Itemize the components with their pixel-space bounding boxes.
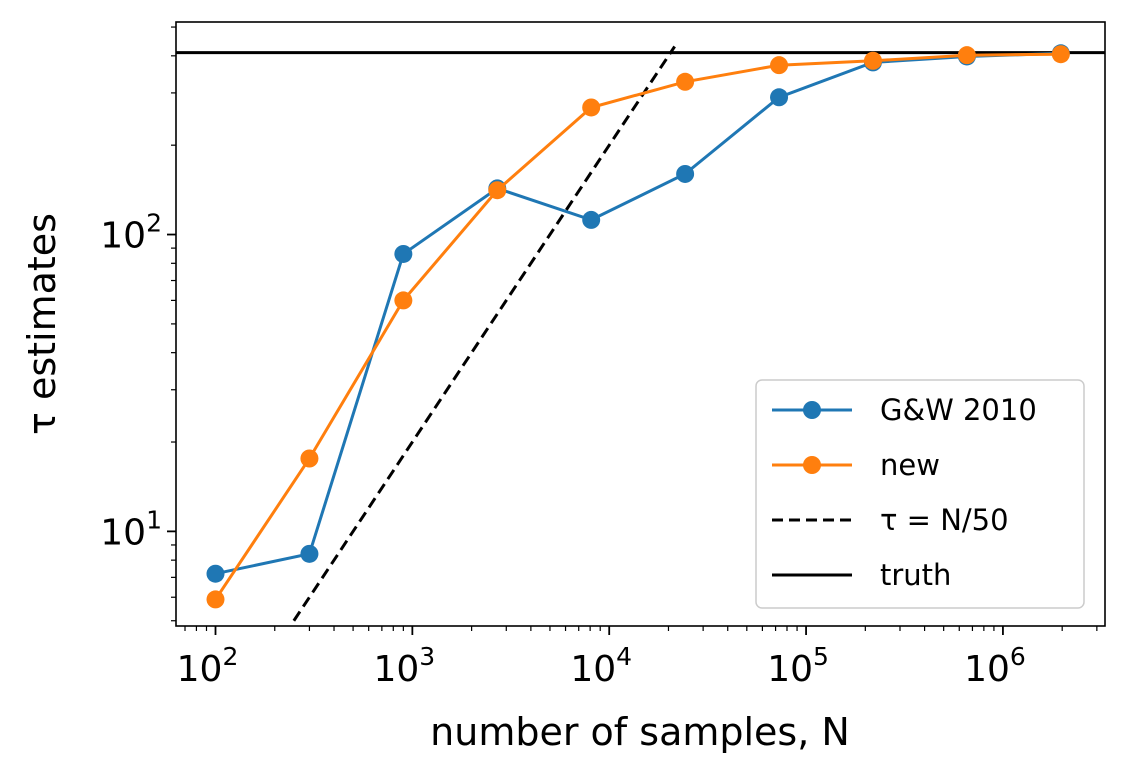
series-0-point	[770, 88, 789, 107]
series-1-point	[582, 98, 601, 117]
series-line-1	[214, 52, 1061, 601]
series-0-point	[676, 164, 695, 183]
series-0-point	[206, 564, 225, 583]
x-tick-label: 102	[177, 642, 239, 690]
legend-label: τ = N/50	[880, 503, 1009, 537]
x-axis-label: number of samples, N	[430, 710, 850, 754]
series-1-point	[206, 590, 225, 609]
plot-content	[176, 44, 1105, 622]
series-0-point	[582, 210, 601, 229]
series-1-point	[863, 51, 882, 70]
series-1-point	[770, 56, 789, 75]
legend-label: G&W 2010	[880, 393, 1037, 427]
axis-ticks: 102 103 104 105 106 101 102	[100, 26, 1098, 690]
y-tick-label: 102	[100, 209, 162, 257]
legend-box	[755, 379, 1085, 609]
legend: G&W 2010 new τ = N/50 truth	[755, 379, 1085, 609]
series-1-point	[676, 72, 695, 91]
series-1-point	[957, 46, 976, 65]
x-tick-label: 105	[767, 642, 829, 690]
tau-n-over-50-line	[292, 45, 676, 622]
legend-marker	[803, 456, 821, 474]
x-tick-label: 106	[964, 642, 1026, 690]
series-1-point	[1051, 45, 1070, 64]
legend-label: new	[880, 448, 940, 482]
legend-label: truth	[880, 558, 951, 592]
series-1-point	[488, 181, 507, 200]
series-1-point	[394, 291, 413, 310]
y-tick-label: 101	[100, 505, 162, 553]
plot-series	[176, 44, 1105, 622]
legend-marker	[803, 401, 821, 419]
x-tick-label: 103	[373, 642, 435, 690]
series-0-point	[394, 244, 413, 263]
x-tick-label: 104	[570, 642, 632, 690]
y-axis-label: τ estimates	[20, 213, 64, 435]
series-0-point	[300, 544, 319, 563]
series-1-point	[300, 449, 319, 468]
